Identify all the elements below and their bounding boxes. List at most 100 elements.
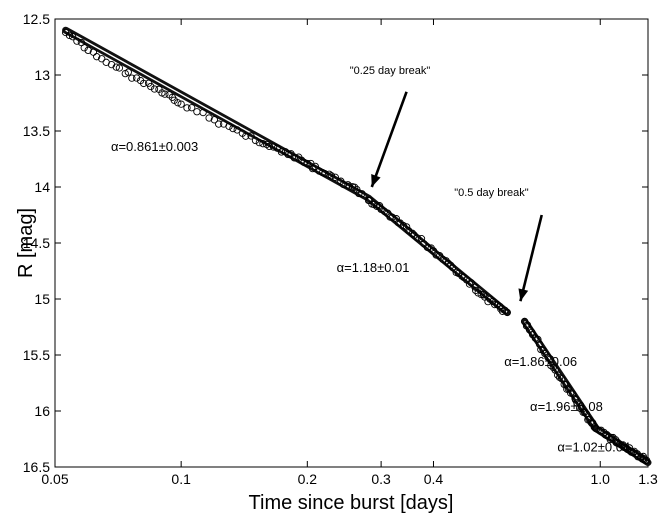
data-point	[311, 162, 319, 171]
data-point	[65, 31, 74, 40]
data-point	[303, 159, 311, 168]
data-point	[80, 44, 88, 52]
data-point	[392, 215, 400, 223]
data-point	[132, 74, 141, 82]
data-point	[290, 154, 299, 162]
annotations: α=0.861±0.003 α=1.18±0.01 α=1.86±0.06 α=1.9…	[111, 139, 630, 454]
fit-lines	[62, 26, 652, 467]
data-point	[472, 286, 480, 295]
x-axis-title: Time since burst [days]	[249, 492, 454, 514]
data-point	[284, 150, 292, 159]
x-tick-label: 0.2	[298, 471, 318, 487]
data-point	[388, 213, 397, 221]
data-point	[140, 79, 148, 88]
data-point	[413, 234, 421, 242]
data-point	[255, 138, 263, 147]
data-point	[247, 132, 255, 140]
slope-annotation: α=1.02±0.04	[557, 439, 630, 454]
data-point	[350, 183, 359, 191]
slope-annotation: α=1.18±0.01	[337, 260, 410, 275]
data-point	[408, 229, 417, 237]
data-point	[549, 363, 557, 372]
x-tick-label: 0.05	[41, 471, 68, 487]
data-point	[84, 46, 92, 55]
break-arrowhead	[371, 174, 381, 187]
y-tick-label: 14	[34, 179, 50, 195]
data-point	[592, 425, 601, 433]
break-arrowhead	[518, 288, 529, 302]
data-point	[345, 182, 354, 190]
data-point	[402, 223, 411, 231]
y-tick-label: 13	[34, 67, 50, 83]
y-tick-label: 15	[34, 291, 50, 307]
data-point	[265, 142, 273, 151]
data-point	[580, 408, 589, 416]
x-tick-label: 0.4	[424, 471, 444, 487]
data-point	[535, 340, 544, 349]
y-tick-label: 14.5	[23, 235, 50, 251]
data-point	[188, 104, 196, 112]
data-point	[205, 114, 213, 122]
data-point	[497, 305, 505, 313]
data-point	[484, 297, 492, 306]
data-point	[327, 172, 336, 180]
data-point	[596, 427, 604, 435]
fit-line	[65, 29, 369, 199]
data-point	[355, 189, 363, 198]
data-point	[273, 144, 281, 152]
data-point	[547, 361, 555, 370]
data-point	[325, 170, 333, 178]
data-point	[298, 156, 306, 164]
data-point	[588, 419, 597, 427]
callouts: "0.25 day break" "0.5 day break"	[350, 65, 543, 302]
data-point	[73, 37, 81, 45]
break-label: "0.5 day break"	[454, 187, 529, 199]
data-point	[444, 259, 453, 268]
data-point	[569, 390, 577, 398]
data-point	[150, 85, 159, 93]
data-point	[177, 100, 185, 108]
plot-area	[54, 18, 649, 468]
data-point	[465, 280, 474, 288]
data-point	[554, 371, 562, 379]
x-tick-label: 1.3	[638, 471, 658, 487]
slope-annotation: α=0.861±0.003	[111, 139, 198, 154]
data-point	[344, 181, 352, 189]
data-point	[353, 185, 361, 194]
data-point	[562, 381, 570, 389]
break-arrow	[519, 214, 543, 302]
axis-ticks: 0.05 0.1 0.2 0.3 0.4 1.0 1.3 12.5 13 13.5 14 14.5 15…	[23, 11, 658, 487]
data-point	[423, 243, 432, 252]
data-point	[331, 173, 339, 181]
slope-annotation: α=1.86±0.06	[504, 354, 577, 369]
data-point	[124, 68, 132, 76]
data-point	[183, 104, 191, 112]
data-point	[215, 120, 223, 128]
data-point	[199, 108, 207, 117]
data-point	[501, 306, 509, 315]
data-point	[642, 456, 651, 464]
y-tick-label: 12.5	[23, 11, 50, 27]
data-point	[112, 63, 120, 71]
x-tick-label: 0.1	[171, 471, 191, 487]
data-point	[544, 353, 552, 361]
data-point	[375, 202, 384, 210]
data-point	[626, 447, 634, 455]
data-point	[523, 321, 532, 329]
data-point	[458, 272, 466, 280]
data-point	[447, 261, 455, 270]
data-point	[98, 55, 106, 63]
y-tick-label: 16	[34, 403, 50, 419]
data-point	[210, 116, 218, 124]
data-point	[564, 384, 572, 393]
data-point	[115, 64, 124, 72]
data-point	[277, 148, 286, 156]
data-point	[358, 190, 366, 198]
data-point	[503, 308, 511, 317]
data-point	[384, 209, 392, 217]
data-point	[491, 300, 499, 309]
data-point	[321, 169, 329, 178]
data-point	[399, 221, 407, 230]
data-point	[366, 196, 374, 205]
